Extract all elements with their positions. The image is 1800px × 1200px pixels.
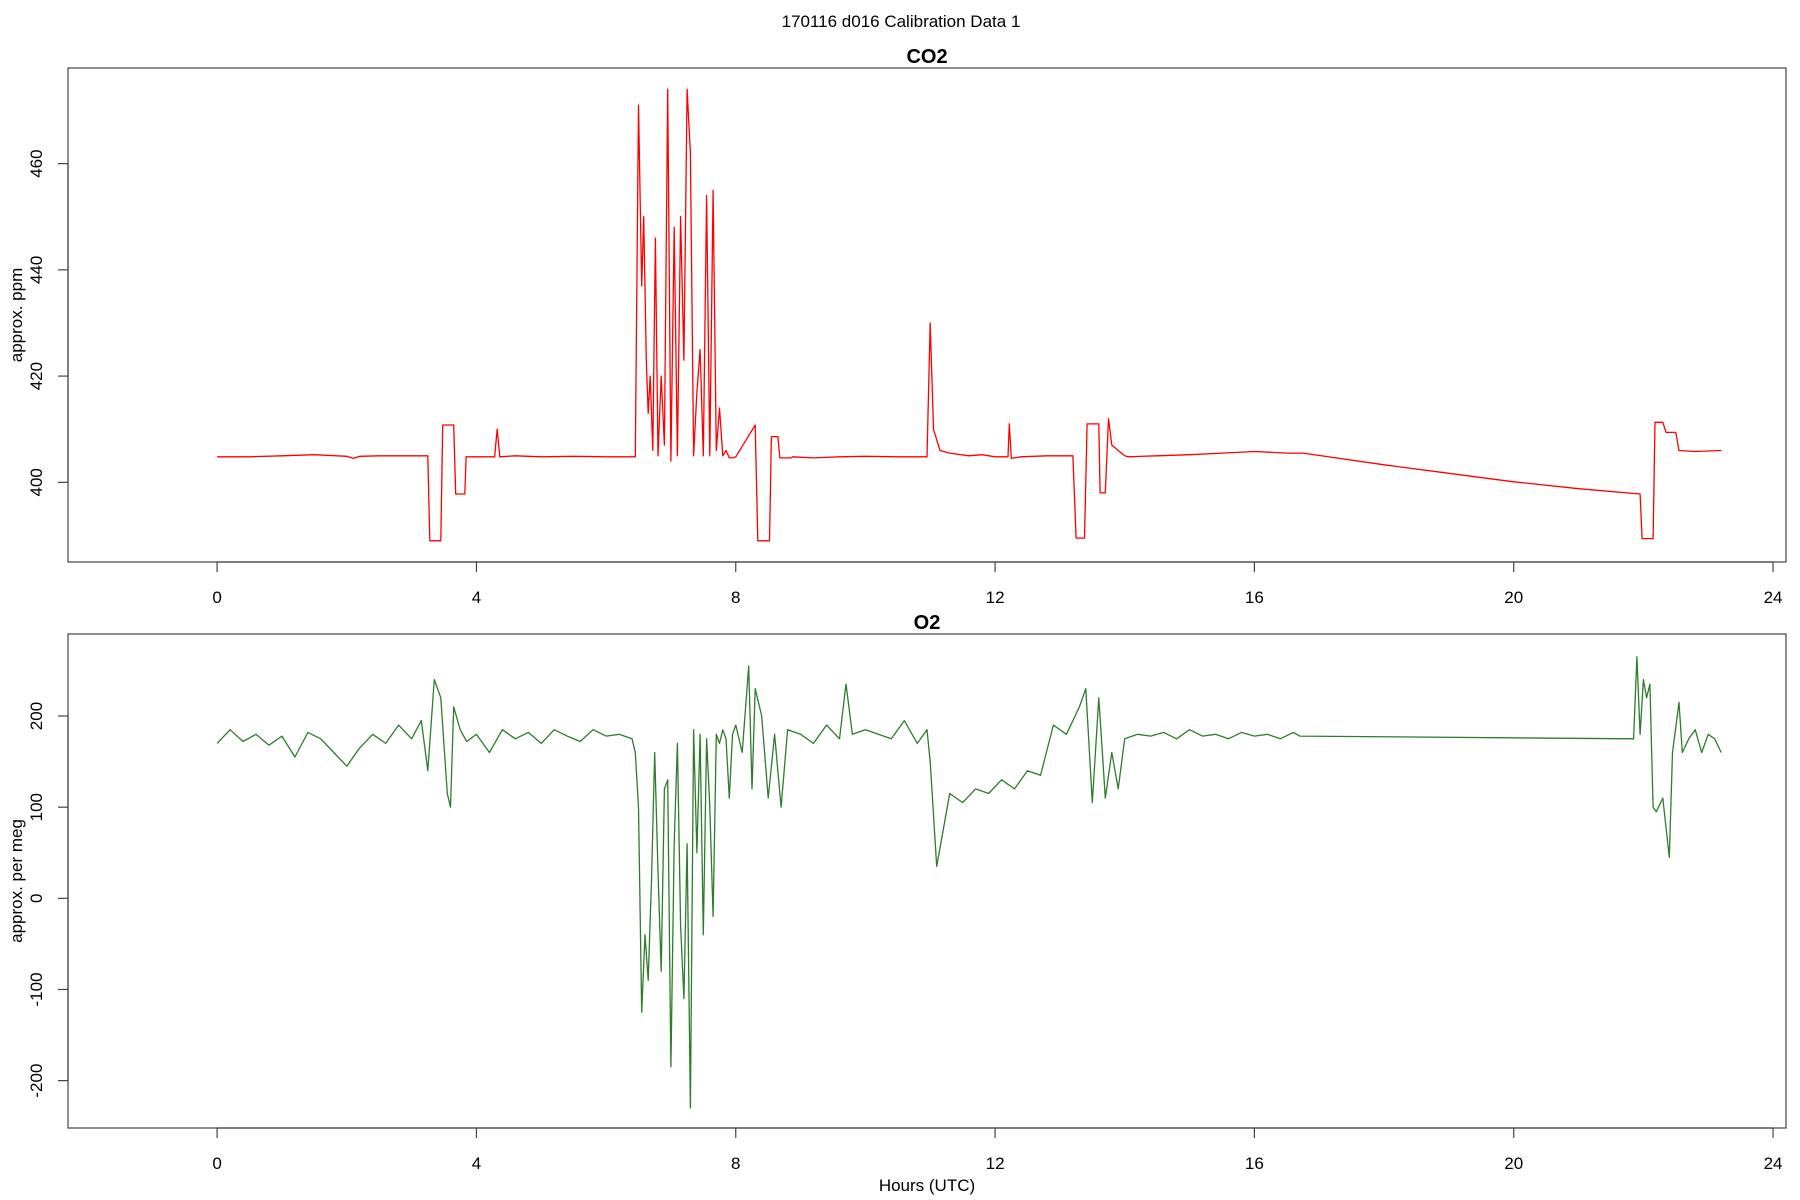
o2-x-tick-label: 8 [731,1154,740,1173]
co2-x-tick-label: 24 [1764,588,1783,607]
figure-title: 170116 d016 Calibration Data 1 [782,12,1021,31]
o2-y-axis-label: approx. per meg [7,819,26,943]
co2-y-axis-label: approx. ppm [7,268,26,363]
co2-x-tick-label: 12 [986,588,1005,607]
co2-x-tick-label: 16 [1245,588,1264,607]
co2-x-tick-label: 20 [1504,588,1523,607]
o2-series-line [216,656,1722,1109]
o2-x-tick-label: 24 [1764,1154,1783,1173]
o2-x-tick-label: 20 [1504,1154,1523,1173]
o2-y-tick-label: 0 [27,894,46,903]
co2-panel-title: CO2 [906,46,947,68]
o2-x-tick-label: 0 [212,1154,221,1173]
co2-panel: CO2 0 4 8 12 16 20 24 400 420 440 460 approx. ppm [7,46,1787,607]
o2-y-tick-label: -100 [27,972,46,1006]
o2-x-tick-label: 4 [472,1154,481,1173]
o2-plot-frame [67,633,1787,1129]
co2-plot-frame [67,67,1787,563]
o2-y-tick-label: 100 [27,793,46,821]
co2-y-tick-label: 460 [27,149,46,177]
co2-y-tick-label: 420 [27,362,46,390]
o2-y-tick-label: 200 [27,702,46,730]
o2-panel: O2 0 4 8 12 16 20 24 -200 -100 0 100 200 approx. per … [7,612,1787,1195]
o2-x-tick-label: 12 [986,1154,1005,1173]
co2-y-tick-label: 400 [27,468,46,496]
co2-x-tick-label: 4 [472,588,481,607]
o2-panel-title: O2 [914,612,941,634]
co2-x-tick-label: 8 [731,588,740,607]
co2-series-line [217,88,1722,542]
o2-x-tick-label: 16 [1245,1154,1264,1173]
o2-x-axis-label: Hours (UTC) [879,1176,975,1195]
co2-x-tick-label: 0 [212,588,221,607]
o2-y-tick-label: -200 [27,1064,46,1098]
co2-y-tick-label: 440 [27,256,46,284]
